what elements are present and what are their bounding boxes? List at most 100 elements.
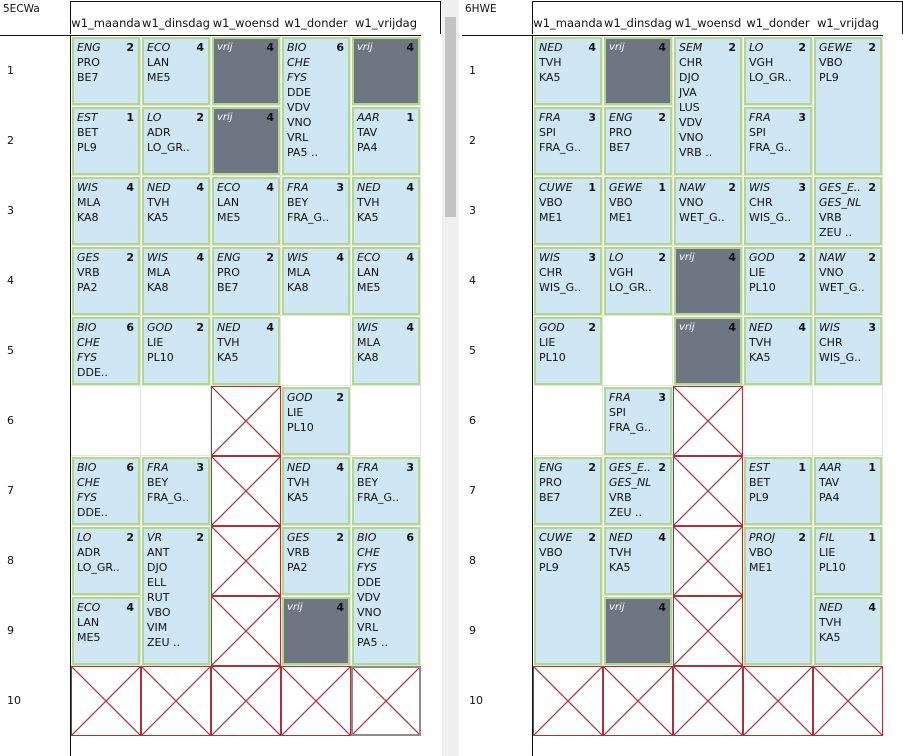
blocked-slot[interactable] [603,666,673,736]
empty-slot[interactable] [71,176,141,246]
column-header-dinsdag[interactable]: w1_dinsdag [142,16,210,30]
empty-slot[interactable] [281,386,351,456]
empty-slot[interactable] [281,316,351,386]
lesson-block[interactable]: WIS 3 CHR WIS_G.. [814,317,882,385]
blocked-slot[interactable] [211,386,281,456]
lesson-block[interactable]: GOD 2 LIE PL10 [282,387,350,455]
empty-slot[interactable] [743,246,813,316]
blocked-slot[interactable] [71,666,141,736]
lesson-block[interactable]: LO 2 ADR LO_GR.. [142,107,210,175]
lesson-block[interactable]: GES 2 VRB PA2 [72,247,140,315]
lesson-block[interactable]: BIO 6 CHE FYS DDE.. [72,457,140,525]
empty-slot[interactable] [533,36,603,106]
blocked-slot[interactable] [673,666,743,736]
empty-slot[interactable] [743,456,813,526]
free-period-block[interactable]: vrij 4 [674,317,742,385]
empty-slot[interactable] [141,36,211,106]
lesson-block[interactable]: GES_E.. 2 GES_NL VRB ZEU .. [814,177,882,245]
vertical-scrollbar[interactable] [442,0,459,756]
empty-slot[interactable] [351,246,421,316]
empty-slot[interactable] [603,316,673,386]
empty-slot[interactable] [673,106,743,176]
empty-slot[interactable] [141,386,211,456]
lesson-block[interactable]: GEWE 2 VBO PL9 [814,37,882,175]
empty-slot[interactable] [743,176,813,246]
empty-slot[interactable] [743,596,813,666]
column-header-woensdag[interactable]: w1_woensd [212,16,280,30]
empty-slot[interactable] [141,176,211,246]
lesson-block[interactable]: ENG 2 PRO BE7 [534,457,602,525]
empty-slot[interactable] [673,246,743,316]
empty-slot[interactable] [141,316,211,386]
blocked-slot[interactable] [211,456,281,526]
lesson-block[interactable]: ECO 4 LAN ME5 [142,37,210,105]
empty-slot[interactable] [281,106,351,176]
scrollbar-thumb[interactable] [445,17,456,217]
lesson-block[interactable]: BIO 6 CHE FYS DDE VDV VNO VRL PA5 .. [352,527,420,665]
lesson-block[interactable]: LO 2 VGH LO_GR.. [744,37,812,105]
empty-slot[interactable] [351,36,421,106]
lesson-block[interactable]: CUWE 1 VBO ME1 [534,177,602,245]
free-period-block[interactable]: vrij 4 [212,37,280,105]
empty-slot[interactable] [603,596,673,666]
blocked-slot-selected[interactable] [351,666,421,736]
empty-slot[interactable] [71,596,141,666]
lesson-block[interactable]: NED 4 TVH KA5 [534,37,602,105]
empty-slot[interactable] [71,316,141,386]
lesson-block[interactable]: LO 2 ADR LO_GR.. [72,527,140,595]
lesson-block[interactable]: GES 2 VRB PA2 [282,527,350,595]
empty-slot[interactable] [813,106,883,176]
lesson-block[interactable]: LO 2 VGH LO_GR.. [604,247,672,315]
blocked-slot[interactable] [211,596,281,666]
empty-slot[interactable] [211,246,281,316]
empty-slot[interactable] [743,106,813,176]
lesson-block[interactable]: FRA 3 BEY FRA_G.. [142,457,210,525]
lesson-block[interactable]: ECO 4 LAN ME5 [212,177,280,245]
empty-slot[interactable] [281,246,351,316]
free-period-block[interactable]: vrij 4 [282,597,350,665]
empty-slot[interactable] [533,106,603,176]
lesson-block[interactable]: FRA 3 SPI FRA_G.. [534,107,602,175]
column-header-vrijdag[interactable]: w1_vrijdag [816,16,880,30]
empty-slot[interactable] [141,596,211,666]
blocked-slot[interactable] [673,596,743,666]
empty-slot[interactable] [603,246,673,316]
lesson-block[interactable]: WIS 3 CHR WIS_G.. [534,247,602,315]
empty-slot[interactable] [673,176,743,246]
lesson-block[interactable]: WIS 4 MLA KA8 [142,247,210,315]
empty-slot[interactable] [673,316,743,386]
empty-slot[interactable] [533,386,603,456]
lesson-block[interactable]: AAR 1 TAV PA4 [352,107,420,175]
empty-slot[interactable] [813,176,883,246]
empty-slot[interactable] [351,386,421,456]
lesson-block[interactable]: NED 4 TVH KA5 [814,597,882,665]
empty-slot[interactable] [351,596,421,666]
column-header-woensdag[interactable]: w1_woensd [674,16,742,30]
lesson-block[interactable]: NAW 2 VNO WET_G.. [674,177,742,245]
column-header-donderdag[interactable]: w1_donder [284,16,348,30]
empty-slot[interactable] [141,456,211,526]
empty-slot[interactable] [71,526,141,596]
lesson-block[interactable]: ECO 4 LAN ME5 [352,247,420,315]
lesson-block[interactable]: WIS 4 MLA KA8 [72,177,140,245]
empty-slot[interactable] [533,456,603,526]
free-period-block[interactable]: vrij 4 [674,247,742,315]
empty-slot[interactable] [281,456,351,526]
column-header-maandag[interactable]: w1_maanda [71,16,141,30]
blocked-slot[interactable] [281,666,351,736]
lesson-block[interactable]: WIS 4 MLA KA8 [352,317,420,385]
blocked-slot[interactable] [533,666,603,736]
lesson-block[interactable]: NED 4 TVH KA5 [604,527,672,595]
blocked-slot[interactable] [141,666,211,736]
lesson-block[interactable]: CUWE 2 VBO PL9 [534,527,602,665]
lesson-block[interactable]: GOD 2 LIE PL10 [744,247,812,315]
empty-slot[interactable] [211,36,281,106]
column-header-dinsdag[interactable]: w1_dinsdag [604,16,672,30]
blocked-slot[interactable] [813,666,883,736]
empty-slot[interactable] [281,176,351,246]
empty-slot[interactable] [71,456,141,526]
column-header-donderdag[interactable]: w1_donder [746,16,810,30]
empty-slot[interactable] [211,316,281,386]
empty-slot[interactable] [71,106,141,176]
empty-slot[interactable] [743,36,813,106]
